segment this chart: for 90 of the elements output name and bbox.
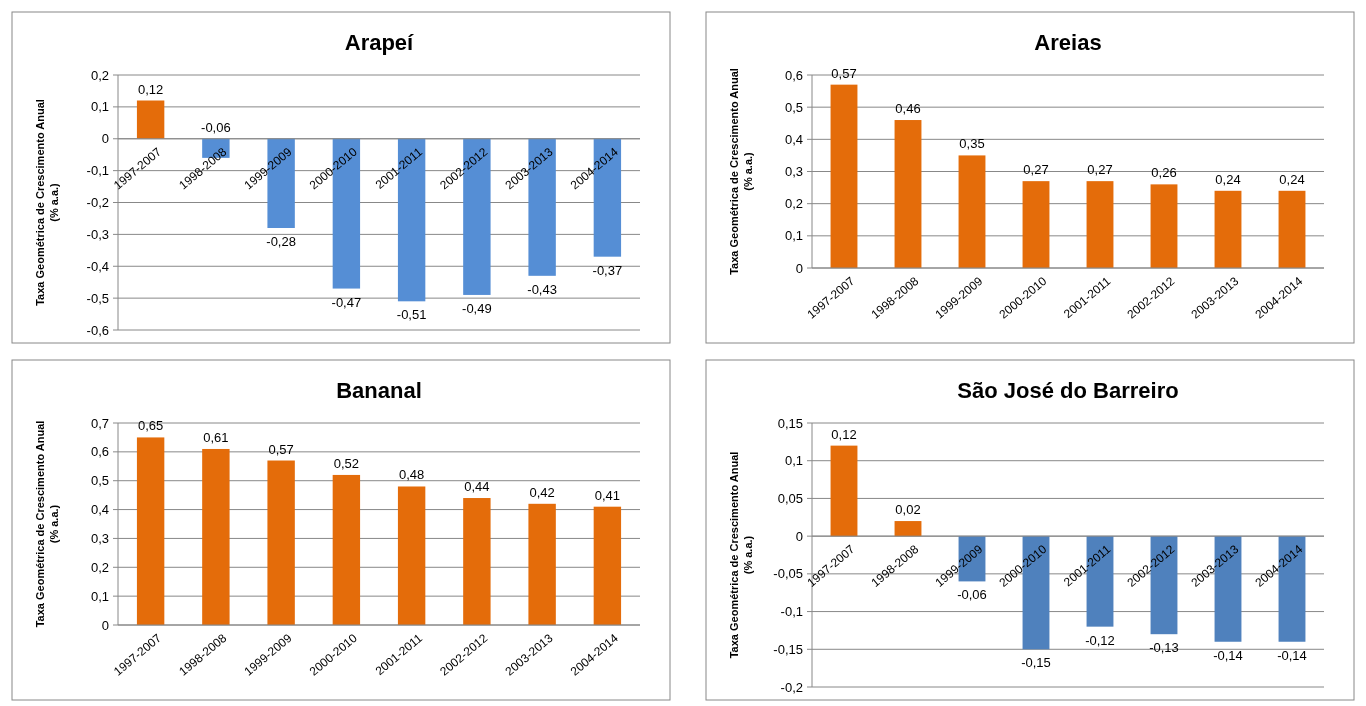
bar	[593, 506, 622, 625]
y-tick-label: 0,3	[90, 530, 109, 546]
y-axis-title: Taxa Geométrica de Crescimento Anual (% a.a.)	[728, 451, 754, 659]
data-label: 0,42	[529, 484, 555, 500]
bar	[1278, 190, 1306, 268]
y-tick-label: 0,5	[784, 99, 803, 115]
y-tick-label: -0,1	[86, 163, 109, 179]
data-label: -0,13	[1149, 640, 1179, 656]
bar	[1022, 181, 1050, 268]
data-label: 0,48	[398, 467, 425, 483]
chart-title: Areias	[1034, 30, 1102, 55]
y-axis-title: Taxa Geométrica de Crescimento Anual (% a.a.)	[34, 99, 60, 306]
bar	[894, 521, 922, 537]
data-label: 0,27	[1023, 162, 1049, 178]
bar	[463, 498, 491, 625]
bar	[267, 460, 295, 625]
y-tick-label: 0,5	[90, 473, 109, 489]
data-label: -0,51	[396, 307, 427, 323]
bar	[397, 486, 426, 625]
data-label: 0,24	[1215, 171, 1241, 187]
data-label: 0,52	[333, 455, 360, 471]
bar	[528, 503, 556, 625]
chart-title: São José do Barreiro	[957, 378, 1179, 403]
bar	[332, 474, 361, 625]
y-tick-label: 0,1	[90, 588, 109, 604]
data-label: 0,57	[831, 65, 857, 81]
data-label: -0,12	[1085, 632, 1115, 648]
y-tick-label: 0,05	[777, 490, 803, 506]
bar	[894, 120, 922, 268]
data-label: 0,12	[137, 81, 164, 97]
y-tick-label: 0,2	[90, 559, 109, 575]
data-label: 0,26	[1151, 165, 1177, 181]
y-tick-label: 0,6	[784, 67, 803, 83]
y-tick-label: -0,4	[86, 258, 109, 274]
y-tick-label: -0,2	[86, 195, 109, 211]
data-label: 0,35	[959, 136, 985, 152]
y-tick-label: -0,05	[773, 566, 803, 582]
bar	[136, 437, 165, 625]
data-label: -0,06	[201, 119, 231, 135]
y-tick-label: 0,1	[784, 453, 803, 469]
bar	[202, 448, 230, 625]
y-tick-label: -0,15	[773, 641, 803, 657]
y-tick-label: 0,6	[90, 444, 109, 460]
chart-title: Bananal	[336, 378, 422, 403]
data-label: 0,61	[203, 429, 229, 445]
data-label: 0,02	[895, 502, 921, 518]
data-label: -0,06	[957, 587, 987, 603]
data-label: -0,14	[1213, 647, 1243, 663]
data-label: 0,24	[1279, 171, 1305, 187]
y-tick-label: 0,4	[784, 131, 803, 147]
y-tick-label: -0,3	[86, 226, 109, 242]
y-tick-label: 0,4	[90, 502, 109, 518]
y-tick-label: 0,2	[90, 67, 109, 83]
data-label: 0,57	[268, 441, 294, 457]
bar	[1086, 181, 1114, 268]
y-tick-label: 0	[795, 528, 803, 544]
data-label: 0,46	[895, 101, 921, 117]
y-tick-label: -0,6	[86, 322, 109, 338]
y-tick-label: 0,7	[90, 415, 109, 431]
bar	[1150, 184, 1178, 268]
data-label: 0,44	[464, 479, 490, 495]
y-tick-label: 0,2	[784, 196, 803, 212]
y-tick-label: -0,5	[86, 290, 109, 306]
bar	[958, 155, 986, 268]
y-tick-label: 0,1	[784, 228, 803, 244]
y-tick-label: 0,1	[90, 99, 109, 115]
bar	[830, 445, 858, 537]
y-tick-label: -0,1	[780, 604, 803, 620]
data-label: 0,12	[831, 426, 857, 442]
data-label: -0,14	[1277, 647, 1307, 663]
data-label: -0,28	[266, 234, 296, 249]
y-tick-label: 0	[101, 617, 109, 633]
data-label: 0,41	[594, 487, 621, 503]
data-label: -0,47	[331, 294, 362, 310]
y-tick-label: 0,3	[784, 164, 803, 180]
y-tick-label: 0	[101, 131, 109, 147]
y-tick-label: 0	[795, 260, 803, 276]
y-tick-label: -0,2	[780, 679, 803, 695]
data-label: -0,49	[462, 300, 492, 316]
data-label: -0,15	[1021, 655, 1051, 671]
bar	[1214, 190, 1242, 268]
y-axis-title: Taxa Geométrica de Crescimento Anual (% a.a.)	[728, 68, 754, 275]
data-label: 0,65	[137, 418, 164, 434]
data-label: -0,43	[527, 281, 557, 297]
y-tick-label: 0,15	[777, 415, 803, 431]
chart-title: Arapeí	[344, 30, 415, 55]
data-label: 0,27	[1087, 162, 1113, 178]
data-label: -0,37	[592, 262, 623, 278]
bar	[830, 84, 858, 268]
y-axis-title: Taxa Geométrica de Crescimento Anual (% a.a.)	[34, 420, 60, 628]
